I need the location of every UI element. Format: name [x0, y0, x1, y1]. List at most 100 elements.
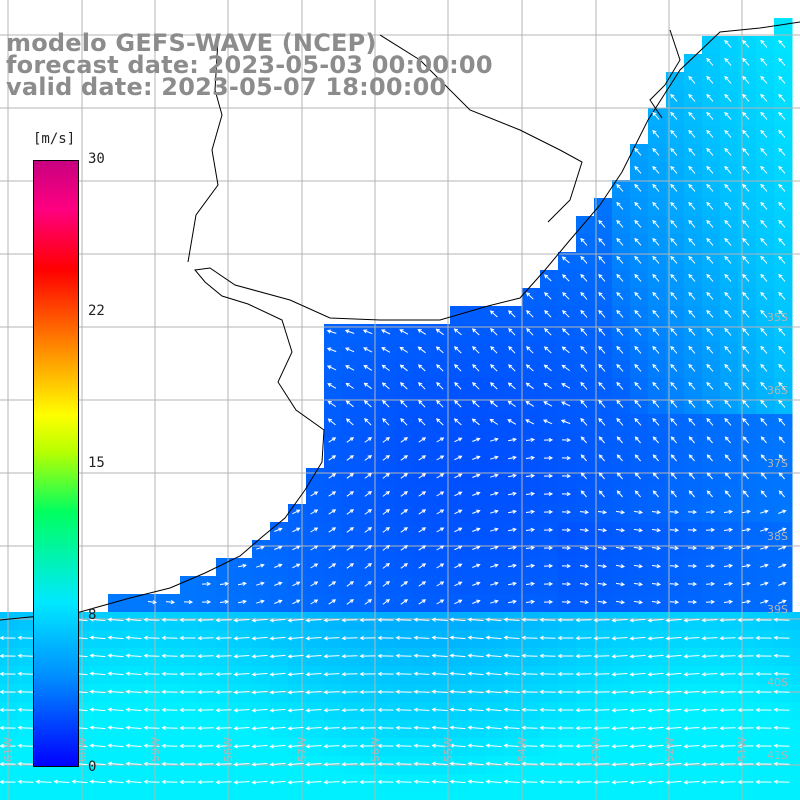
wind-arrow: [579, 563, 590, 569]
wind-arrow: [431, 707, 448, 712]
latitude-labels: 35S 36S 37S 38S 39S 40S 41S: [767, 311, 788, 762]
wind-arrow: [503, 653, 520, 658]
wind-arrow: [688, 363, 696, 372]
wind-arrow: [778, 363, 786, 372]
wind-arrow: [454, 382, 462, 390]
wind-arrow: [305, 690, 322, 695]
wind-arrow: [579, 545, 590, 551]
wind-arrow: [382, 526, 391, 533]
wind-arrow: [705, 545, 716, 551]
lat-label: 38S: [767, 530, 788, 543]
wind-arrow: [651, 546, 662, 551]
wind-arrow: [778, 219, 786, 228]
wind-arrow: [341, 618, 358, 623]
wind-arrow: [341, 726, 358, 731]
wind-arrow: [724, 381, 732, 390]
wind-arrow: [400, 400, 408, 408]
wind-arrow: [579, 581, 590, 587]
wind-arrow: [742, 255, 750, 264]
wind-arrow: [345, 400, 354, 408]
lon-label: 54W: [516, 737, 529, 762]
wind-arrow: [670, 111, 678, 120]
wind-arrow: [687, 545, 698, 551]
wind-arrow: [269, 708, 286, 713]
wind-arrow: [413, 725, 430, 730]
wind-arrow: [701, 690, 718, 695]
wind-arrow: [323, 690, 340, 695]
wind-arrow: [17, 725, 34, 730]
wind-arrow: [503, 725, 520, 730]
wind-arrow: [683, 672, 700, 677]
wind-arrow: [382, 544, 391, 551]
wind-arrow: [760, 399, 768, 408]
wind-arrow: [670, 345, 678, 354]
wind-arrow: [616, 201, 624, 210]
wind-arrow: [665, 690, 682, 695]
wind-arrow: [413, 761, 430, 766]
wind-arrow: [328, 509, 337, 515]
wind-arrow: [310, 599, 319, 605]
wind-arrow: [215, 762, 232, 767]
wind-arrow: [525, 473, 536, 479]
wind-arrow: [616, 291, 624, 300]
wind-arrow: [395, 761, 412, 766]
wind-arrow: [724, 39, 732, 48]
wind-arrow: [737, 761, 754, 767]
wind-arrow: [542, 419, 553, 425]
wind-arrow: [670, 399, 678, 408]
wind-arrow: [543, 455, 554, 461]
wind-arrow: [778, 183, 786, 192]
wind-arrow: [543, 437, 554, 443]
wind-arrow: [233, 780, 250, 785]
wind-arrow: [543, 599, 554, 605]
wind-arrow: [616, 417, 624, 426]
wind-arrow: [305, 780, 322, 785]
wind-arrow: [597, 546, 608, 551]
wind-arrow: [400, 509, 409, 515]
wind-arrow: [413, 707, 430, 712]
wind-arrow: [400, 418, 408, 426]
wind-arrow: [778, 291, 786, 300]
wind-arrow: [688, 255, 696, 264]
wind-arrow: [683, 762, 700, 767]
wind-arrow: [125, 761, 142, 766]
wind-arrow: [778, 273, 786, 282]
wind-arrow: [597, 510, 608, 515]
wind-arrow: [539, 779, 556, 785]
wind-arrow: [436, 545, 445, 551]
wind-arrow: [543, 401, 553, 407]
wind-arrow: [472, 545, 481, 550]
wind-arrow: [521, 653, 538, 658]
wind-arrow: [742, 490, 749, 498]
wind-arrow: [287, 708, 304, 713]
wind-arrow: [179, 743, 196, 749]
wind-arrow: [215, 690, 232, 695]
wind-arrow: [616, 381, 624, 390]
wind-arrow: [688, 381, 696, 390]
wind-arrow: [543, 527, 554, 533]
wind-arrow: [0, 761, 16, 767]
wind-arrow: [562, 274, 570, 282]
wind-arrow: [706, 363, 714, 372]
wind-arrow: [418, 382, 426, 390]
wind-arrows: [0, 39, 790, 785]
wind-arrow: [359, 761, 376, 767]
wind-arrow: [363, 400, 372, 408]
wind-arrow: [598, 273, 606, 282]
wind-arrow: [773, 635, 790, 640]
wind-arrow: [670, 147, 678, 156]
wind-arrow: [719, 762, 736, 767]
wind-arrow: [652, 147, 660, 156]
wind-arrow: [165, 599, 176, 605]
wind-arrow: [454, 581, 463, 587]
wind-arrow: [525, 455, 536, 461]
wind-arrow: [742, 417, 750, 426]
wind-speed-field: [0, 18, 800, 800]
wind-arrow: [701, 762, 718, 767]
wind-arrow: [705, 527, 716, 533]
wind-arrow: [237, 581, 247, 586]
wind-arrow: [521, 779, 538, 784]
wind-arrow: [611, 780, 628, 785]
wind-arrow: [395, 653, 412, 658]
wind-arrow: [489, 310, 498, 318]
